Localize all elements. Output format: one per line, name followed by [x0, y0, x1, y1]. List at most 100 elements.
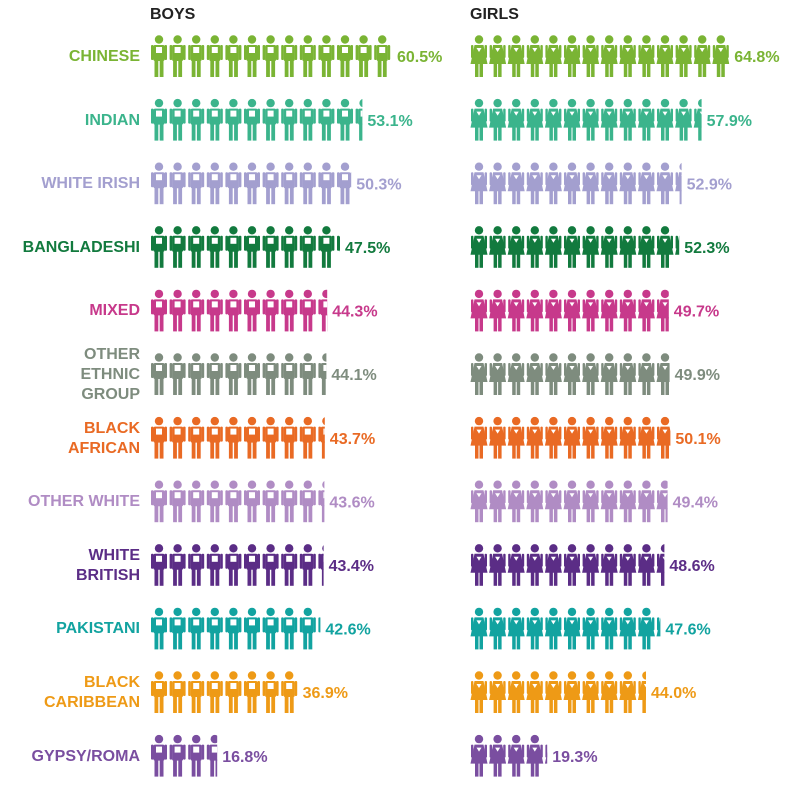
icon-bar: [151, 289, 328, 332]
person-icon: [526, 353, 544, 395]
category-label: WHITE BRITISH: [76, 546, 140, 584]
person-icon: [526, 162, 544, 205]
person-icon: [318, 226, 335, 268]
person-icon: [656, 416, 671, 459]
person-icon: [299, 289, 316, 332]
person-icon: [507, 162, 525, 205]
person-icon: [188, 544, 205, 586]
person-icon: [188, 607, 205, 650]
person-icon: [470, 416, 488, 459]
person-icon: [470, 35, 488, 77]
value-label: 19.3%: [552, 749, 597, 766]
person-icon: [225, 480, 242, 523]
icon-bar: [151, 98, 363, 141]
person-icon: [225, 226, 242, 268]
person-icon: [637, 98, 655, 141]
person-icon: [470, 607, 488, 650]
person-icon: [563, 544, 581, 586]
person-icon: [637, 544, 655, 586]
person-icon: [637, 416, 655, 459]
person-icon: [600, 607, 618, 650]
person-icon: [489, 671, 507, 713]
person-icon: [262, 607, 279, 650]
person-icon: [151, 544, 167, 586]
person-icon: [582, 416, 600, 459]
person-icon: [489, 416, 507, 459]
person-icon: [600, 671, 618, 713]
icon-bar: [470, 353, 670, 395]
person-icon: [470, 162, 488, 205]
person-icon: [600, 289, 618, 332]
value-label: 43.6%: [329, 494, 374, 511]
person-icon: [299, 226, 316, 268]
icon-bar: [151, 671, 298, 713]
person-icon: [544, 289, 562, 332]
person-icon: [526, 35, 544, 77]
person-icon: [619, 35, 637, 77]
person-icon: [582, 353, 600, 395]
person-icon: [526, 416, 544, 459]
person-icon: [582, 671, 600, 713]
person-icon: [151, 162, 167, 205]
person-icon: [507, 353, 525, 395]
person-icon: [470, 734, 488, 777]
person-icon: [337, 35, 353, 77]
icon-bar: [151, 544, 324, 586]
person-icon: [656, 480, 668, 523]
person-icon: [188, 289, 205, 332]
person-icon: [151, 734, 167, 777]
person-icon: [299, 607, 316, 650]
value-label: 64.8%: [734, 49, 779, 66]
person-icon: [470, 671, 488, 713]
person-icon: [225, 162, 242, 205]
person-icon: [337, 162, 352, 205]
person-icon: [281, 353, 298, 395]
person-icon: [489, 544, 507, 586]
person-icon: [637, 353, 655, 395]
person-icon: [244, 35, 260, 77]
person-icon: [489, 98, 507, 141]
person-icon: [563, 35, 581, 77]
person-icon: [526, 226, 544, 268]
value-label: 44.3%: [332, 304, 377, 321]
person-icon: [656, 289, 669, 332]
person-icon: [582, 289, 600, 332]
person-icon: [188, 35, 205, 77]
person-icon: [656, 162, 674, 205]
person-icon: [225, 353, 242, 395]
icon-bar: [151, 734, 218, 777]
value-label: 57.9%: [707, 113, 752, 130]
value-label: 36.9%: [303, 685, 348, 702]
person-icon: [675, 35, 693, 77]
person-icon: [151, 480, 167, 523]
person-icon: [507, 480, 525, 523]
person-icon: [600, 480, 618, 523]
icon-bar: [470, 734, 548, 777]
person-icon: [489, 35, 507, 77]
person-icon: [489, 480, 507, 523]
value-label: 60.5%: [397, 49, 442, 66]
person-icon: [151, 416, 167, 459]
person-icon: [507, 671, 525, 713]
person-icon: [151, 353, 167, 395]
person-icon: [206, 544, 223, 586]
person-icon: [188, 98, 205, 141]
person-icon: [526, 98, 544, 141]
person-icon: [619, 353, 637, 395]
person-icon: [675, 98, 693, 141]
person-icon: [544, 671, 562, 713]
value-label: 47.6%: [665, 622, 710, 639]
person-icon: [169, 607, 186, 650]
person-icon: [489, 289, 507, 332]
person-icon: [281, 544, 298, 586]
person-icon: [206, 480, 223, 523]
person-icon: [489, 226, 507, 268]
category-label: INDIAN: [84, 111, 140, 129]
person-icon: [169, 416, 186, 459]
person-icon: [299, 416, 316, 459]
person-icon: [507, 226, 525, 268]
person-icon: [244, 98, 260, 141]
category-label: CHINESE: [68, 48, 140, 65]
person-icon: [637, 480, 655, 523]
person-icon: [563, 226, 581, 268]
